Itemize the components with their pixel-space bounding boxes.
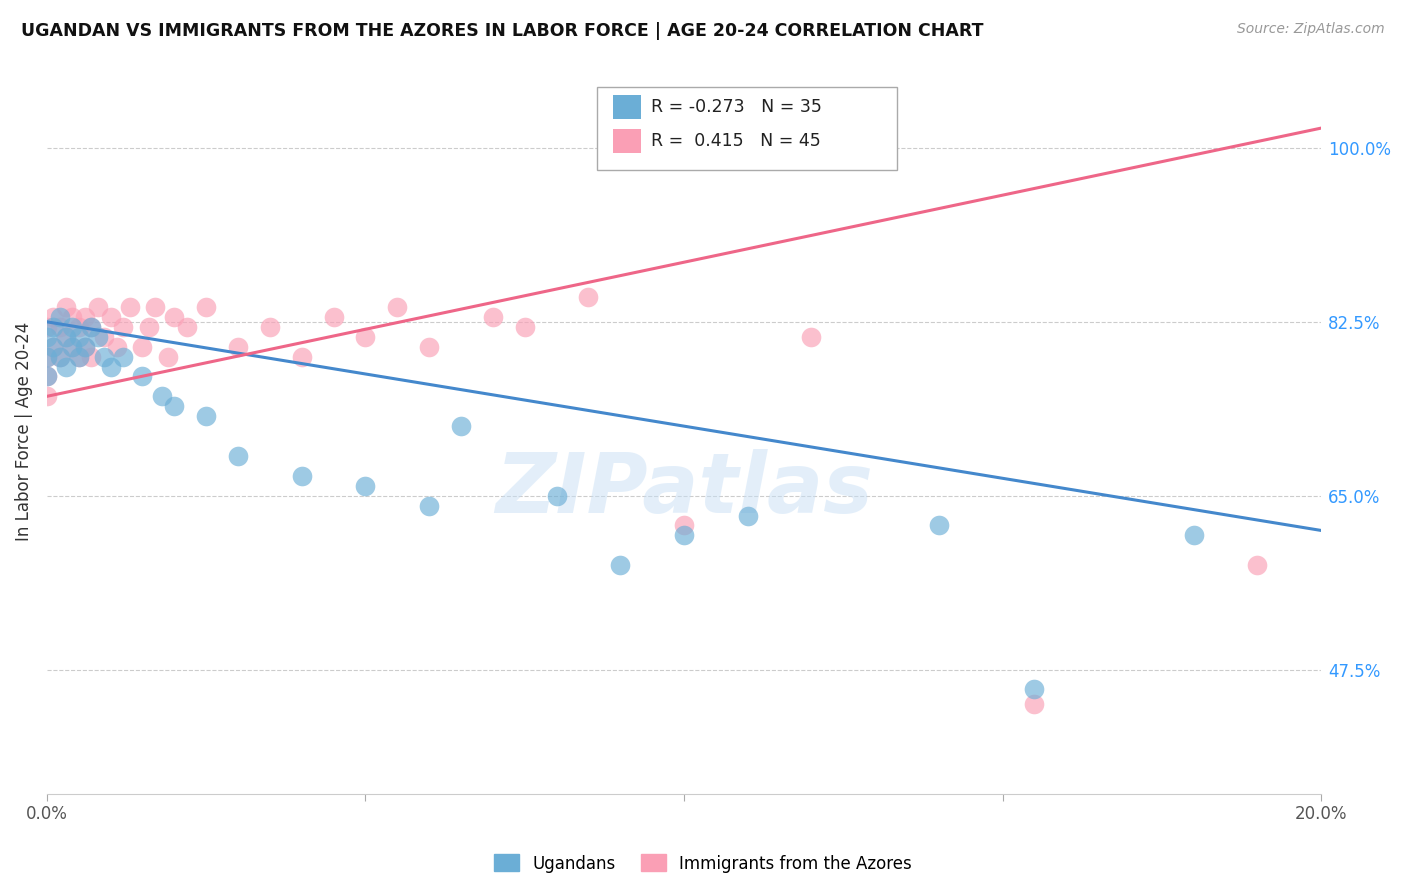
Point: [450, 419, 472, 434]
Point: [35, 350, 58, 364]
Point: [42, 340, 65, 354]
Point: [35, 329, 58, 343]
Text: ZIPatlas: ZIPatlas: [495, 449, 873, 530]
Point: [42, 340, 65, 354]
Text: R =  0.415   N = 45: R = 0.415 N = 45: [651, 132, 821, 150]
Point: [35, 369, 58, 384]
Point: [1024, 698, 1046, 712]
Point: [163, 310, 186, 324]
Point: [60, 319, 83, 334]
Point: [259, 319, 281, 334]
Point: [131, 340, 153, 354]
Text: UGANDAN VS IMMIGRANTS FROM THE AZORES IN LABOR FORCE | AGE 20-24 CORRELATION CHA: UGANDAN VS IMMIGRANTS FROM THE AZORES IN…: [21, 22, 984, 40]
Point: [354, 479, 377, 493]
Point: [42, 319, 65, 334]
Point: [609, 558, 631, 573]
Point: [55, 329, 77, 343]
Point: [67, 319, 90, 334]
Text: R = -0.273   N = 35: R = -0.273 N = 35: [651, 98, 821, 116]
Point: [118, 300, 141, 314]
Point: [672, 518, 695, 533]
Y-axis label: In Labor Force | Age 20-24: In Labor Force | Age 20-24: [15, 321, 32, 541]
Point: [48, 350, 70, 364]
FancyBboxPatch shape: [613, 129, 641, 153]
Point: [75, 310, 97, 324]
Point: [87, 300, 110, 314]
Point: [75, 340, 97, 354]
Point: [418, 340, 440, 354]
Point: [291, 468, 314, 483]
Point: [226, 340, 249, 354]
Point: [35, 319, 58, 334]
Point: [1024, 682, 1046, 697]
Point: [75, 340, 97, 354]
Point: [48, 319, 70, 334]
Point: [513, 319, 536, 334]
Point: [35, 369, 58, 384]
Text: Source: ZipAtlas.com: Source: ZipAtlas.com: [1237, 22, 1385, 37]
Point: [67, 329, 90, 343]
Point: [928, 518, 950, 533]
Point: [100, 359, 122, 374]
Point: [112, 350, 135, 364]
Point: [93, 350, 115, 364]
FancyBboxPatch shape: [598, 87, 897, 170]
Point: [143, 300, 166, 314]
Point: [737, 508, 759, 523]
Point: [55, 329, 77, 343]
Point: [105, 340, 128, 354]
Point: [387, 300, 409, 314]
Point: [100, 310, 122, 324]
Point: [354, 329, 377, 343]
Point: [163, 399, 186, 413]
Point: [112, 319, 135, 334]
Point: [672, 528, 695, 542]
Point: [226, 449, 249, 463]
Point: [60, 340, 83, 354]
Point: [291, 350, 314, 364]
Point: [131, 369, 153, 384]
Point: [800, 329, 823, 343]
Point: [60, 340, 83, 354]
Point: [195, 300, 218, 314]
Point: [1246, 558, 1268, 573]
Point: [87, 329, 110, 343]
Point: [482, 310, 505, 324]
Point: [42, 310, 65, 324]
Point: [67, 350, 90, 364]
Point: [60, 310, 83, 324]
Legend: Ugandans, Immigrants from the Azores: Ugandans, Immigrants from the Azores: [488, 847, 918, 880]
Point: [576, 290, 599, 304]
Point: [176, 319, 198, 334]
Point: [150, 389, 173, 403]
Point: [80, 350, 103, 364]
Point: [35, 389, 58, 403]
Point: [138, 319, 160, 334]
Point: [1182, 528, 1205, 542]
Point: [80, 319, 103, 334]
Point: [156, 350, 179, 364]
FancyBboxPatch shape: [613, 95, 641, 120]
Point: [80, 319, 103, 334]
Point: [55, 359, 77, 374]
Point: [48, 310, 70, 324]
Point: [546, 489, 568, 503]
Point: [418, 499, 440, 513]
Point: [195, 409, 218, 424]
Point: [67, 350, 90, 364]
Point: [55, 300, 77, 314]
Point: [35, 350, 58, 364]
Point: [322, 310, 344, 324]
Point: [48, 350, 70, 364]
Point: [93, 329, 115, 343]
